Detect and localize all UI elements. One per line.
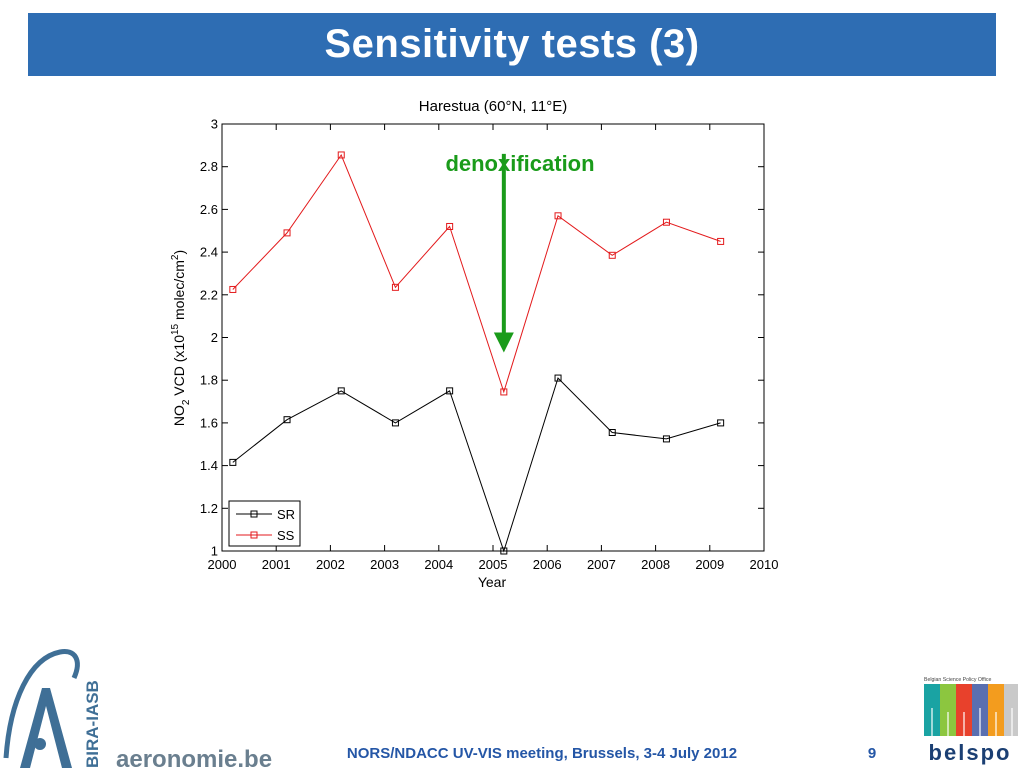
belspo-tagline: Belgian Science Policy Office [924,677,991,683]
data-point-ss [554,212,562,220]
logo-dot-icon [34,738,46,750]
belspo-logo: Belgian Science Policy Office belspo [924,677,1018,765]
x-tick-label: 2001 [262,557,291,572]
data-point-sr [662,435,670,443]
x-tick-label: 2006 [533,557,562,572]
series-line-sr [232,377,721,553]
legend-marker-ss [250,531,258,539]
belspo-bar-5 [988,684,1004,736]
belspo-bar-2 [940,684,956,736]
data-point-sr [446,387,454,395]
data-point-sr [283,416,291,424]
data-point-ss [446,222,454,230]
y-label-vcd: VCD (x10 [171,335,187,400]
y-tick-label: 1.6 [200,415,218,430]
y-label-sup-15: 15 [170,323,181,335]
plot-frame [221,123,765,552]
y-tick-label: 2 [211,330,218,345]
y-tick-label: 1 [211,544,218,559]
x-tick-label: 2002 [316,557,345,572]
y-axis: 1 1.2 1.4 1.6 1.8 2 2.2 2.4 2.6 2.8 3 [200,117,764,559]
x-tick-label: 2010 [750,557,779,572]
y-tick-label: 1.4 [200,458,218,473]
data-point-sr [717,419,725,427]
legend-box [228,500,301,547]
arrow-head-icon [493,332,514,353]
x-tick-label: 2009 [695,557,724,572]
legend-marker-sr [250,510,258,518]
data-point-ss [391,283,399,291]
y-label-sub-2: 2 [181,399,192,405]
x-tick-label: 2003 [370,557,399,572]
y-label-molec: molec/cm [171,260,187,324]
data-point-ss [662,218,670,226]
logo-swoosh-icon [3,649,80,759]
belspo-stripes [931,708,1013,736]
data-point-ss [337,151,345,159]
x-tick-label: 2004 [424,557,453,572]
y-tick-label: 3 [211,117,218,132]
footer-meeting: NORS/NDACC UV-VIS meeting, Brussels, 3-4… [346,745,738,762]
data-point-sr [608,429,616,437]
slide-title: Sensitivity tests (3) [324,22,700,66]
annotation-arrow [493,153,514,353]
y-tick-label: 2.6 [200,202,218,217]
data-point-sr [500,547,508,555]
data-point-sr [337,387,345,395]
data-point-ss [500,388,508,396]
x-axis-label: Year [478,574,507,590]
data-point-sr [229,458,237,466]
belspo-bar-3 [956,684,972,736]
logo-letter-a-icon [20,688,72,768]
data-point-ss [608,251,616,259]
legend: SR SS [228,500,301,547]
series-layer [229,151,725,555]
page-number: 9 [867,745,877,762]
chart: Harestua (60°N, 11°E) 2000 2001 2002 2003 20… [170,98,779,590]
data-point-sr [391,419,399,427]
legend-label-ss: SS [277,528,295,543]
belspo-bar-6 [1004,684,1018,736]
x-tick-label: 2000 [208,557,237,572]
y-label-sup-2: 2 [170,254,181,260]
data-point-sr [554,374,562,382]
y-label-no: NO [171,405,187,426]
data-point-ss [229,285,237,293]
bira-iasb-logo: BIRA-IASB aeronomie.be [3,649,272,768]
y-label-close: ) [171,250,187,255]
y-tick-label: 2.8 [200,159,218,174]
x-tick-label: 2005 [479,557,508,572]
logo-bira-text: BIRA-IASB [83,680,102,768]
title-banner: Sensitivity tests (3) [28,13,996,76]
belspo-name: belspo [929,740,1012,765]
x-axis: 2000 2001 2002 2003 2004 2005 2006 2007 2008 2009… [208,124,779,572]
y-tick-label: 1.2 [200,501,218,516]
series-line-ss [232,153,721,394]
y-tick-label: 1.8 [200,373,218,388]
x-tick-label: 2008 [641,557,670,572]
x-tick-label: 2007 [587,557,616,572]
y-tick-label: 2.2 [200,287,218,302]
logo-site-text: aeronomie.be [116,746,272,768]
y-axis-label: NO2 VCD (x1015 molec/cm2) [170,250,192,426]
legend-label-sr: SR [277,507,295,522]
annotation-denoxification: denoxification [445,151,594,176]
chart-title: Harestua (60°N, 11°E) [419,98,567,115]
y-tick-label: 2.4 [200,245,218,260]
data-point-ss [717,237,725,245]
data-point-ss [283,229,291,237]
